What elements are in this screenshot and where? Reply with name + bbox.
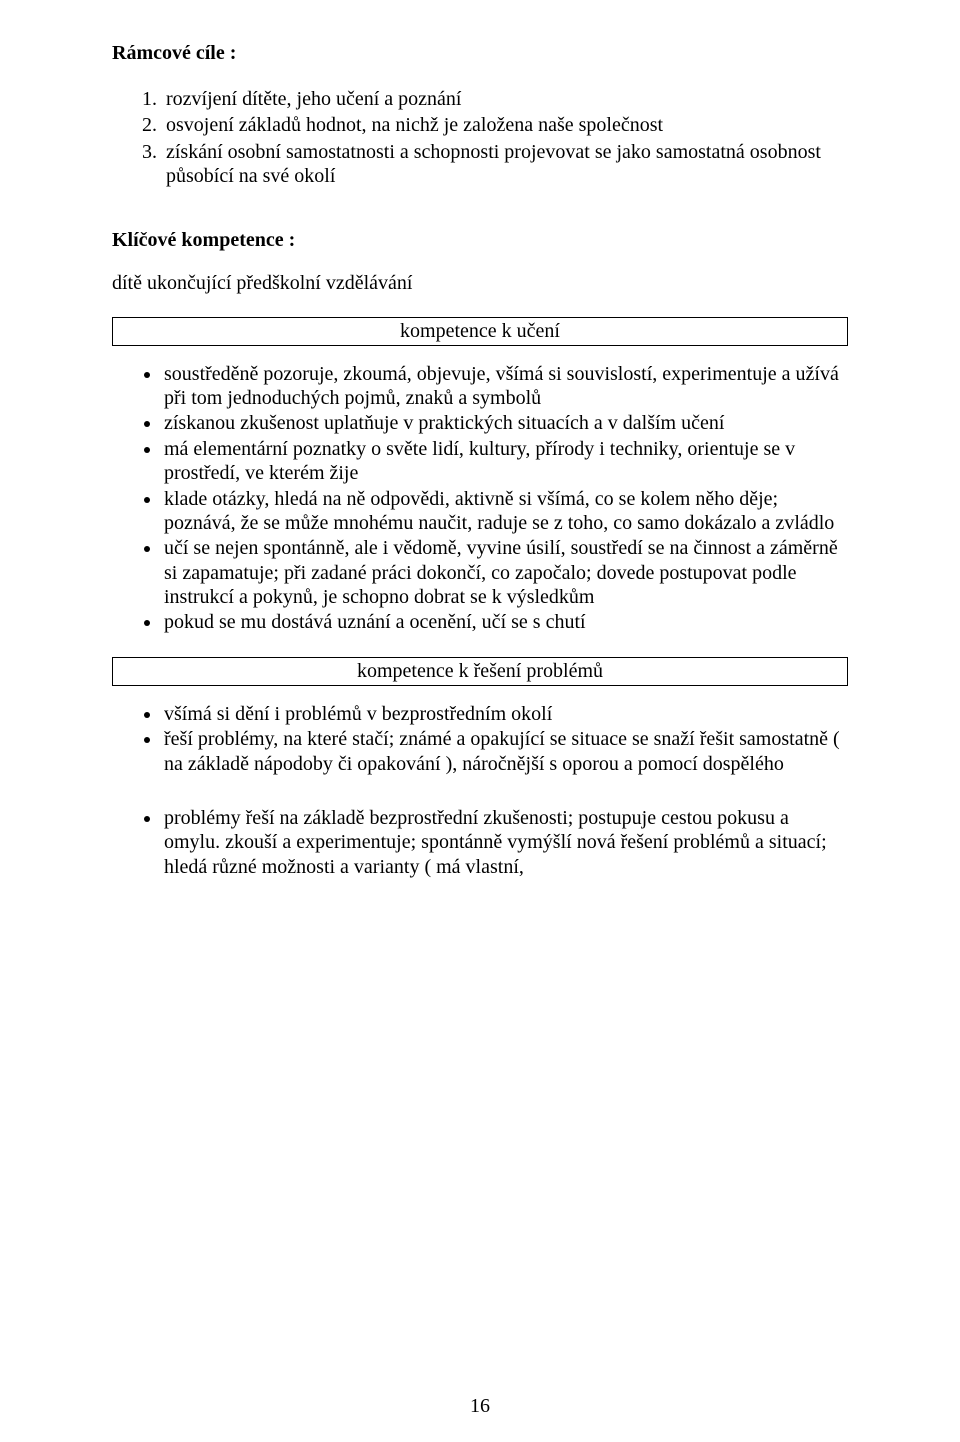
- competence-box-reseni-problemu: kompetence k řešení problémů: [112, 657, 848, 686]
- numbered-goals-list: rozvíjení dítěte, jeho učení a poznání o…: [112, 87, 848, 189]
- list-item: pokud se mu dostává uznání a ocenění, uč…: [162, 610, 848, 634]
- list-item: učí se nejen spontánně, ale i vědomě, vy…: [162, 536, 848, 609]
- section-heading-ramcove-cile: Rámcové cíle :: [112, 42, 848, 65]
- competence-box-uceni: kompetence k učení: [112, 317, 848, 346]
- bullets-uceni: soustředěně pozoruje, zkoumá, objevuje, …: [112, 362, 848, 635]
- goal-item-2: osvojení základů hodnot, na nichž je zal…: [162, 113, 848, 137]
- page-number: 16: [0, 1395, 960, 1418]
- kk-subline: dítě ukončující předškolní vzdělávání: [112, 272, 848, 295]
- list-item: soustředěně pozoruje, zkoumá, objevuje, …: [162, 362, 848, 411]
- list-item: řeší problémy, na které stačí; známé a o…: [162, 727, 848, 776]
- bullets-reseni-2: problémy řeší na základě bezprostřední z…: [112, 806, 848, 879]
- list-item: má elementární poznatky o světe lidí, ku…: [162, 437, 848, 486]
- list-item: všímá si dění i problémů v bezprostřední…: [162, 702, 848, 726]
- goal-item-1: rozvíjení dítěte, jeho učení a poznání: [162, 87, 848, 111]
- section-heading-klicove-kompetence: Klíčové kompetence :: [112, 229, 848, 252]
- document-page: Rámcové cíle : rozvíjení dítěte, jeho uč…: [0, 0, 960, 1442]
- list-item: klade otázky, hledá na ně odpovědi, akti…: [162, 487, 848, 536]
- goal-item-3: získání osobní samostatnosti a schopnost…: [162, 140, 848, 189]
- list-item: získanou zkušenost uplatňuje v praktický…: [162, 411, 848, 435]
- list-item: problémy řeší na základě bezprostřední z…: [162, 806, 848, 879]
- bullets-reseni-1: všímá si dění i problémů v bezprostřední…: [112, 702, 848, 776]
